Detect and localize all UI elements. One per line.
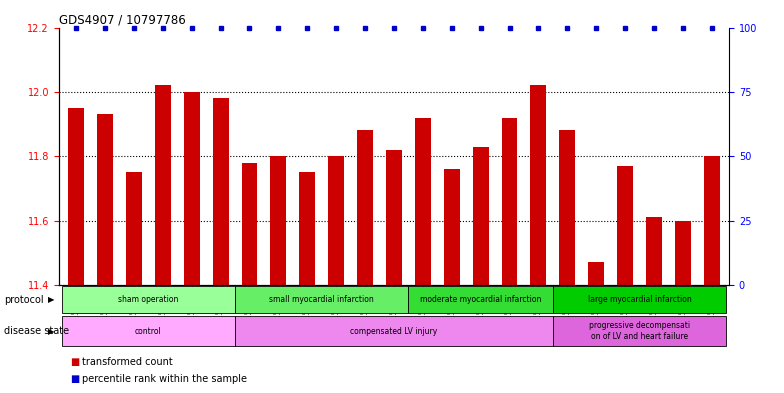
Bar [408, 286, 553, 313]
Text: compensated LV injury: compensated LV injury [350, 327, 437, 336]
Bar [502, 118, 517, 285]
Bar [62, 316, 235, 346]
Bar [473, 147, 488, 285]
Bar [553, 316, 726, 346]
Bar [62, 286, 235, 313]
Bar [126, 172, 142, 285]
Bar [617, 166, 633, 285]
Text: ▶: ▶ [49, 295, 55, 304]
Bar [358, 130, 373, 285]
Bar [235, 316, 553, 346]
Bar [183, 92, 200, 285]
Bar [444, 169, 459, 285]
Text: control: control [135, 327, 162, 336]
Text: moderate myocardial infarction: moderate myocardial infarction [420, 295, 541, 304]
Bar [553, 286, 726, 313]
Bar [646, 217, 662, 285]
Bar [415, 118, 430, 285]
Bar [675, 220, 691, 285]
Bar [386, 150, 402, 285]
Bar [241, 163, 257, 285]
Text: large myocardial infarction: large myocardial infarction [588, 295, 691, 304]
Bar [588, 263, 604, 285]
Text: protocol: protocol [4, 295, 44, 305]
Bar [299, 172, 315, 285]
Text: transformed count: transformed count [82, 356, 173, 367]
Bar [531, 85, 546, 285]
Bar [328, 156, 344, 285]
Bar [212, 98, 229, 285]
Bar [704, 156, 720, 285]
Bar [270, 156, 286, 285]
Text: percentile rank within the sample: percentile rank within the sample [82, 374, 247, 384]
Text: small myocardial infarction: small myocardial infarction [270, 295, 374, 304]
Text: disease state: disease state [4, 326, 69, 336]
Bar [155, 85, 171, 285]
Text: sham operation: sham operation [118, 295, 179, 304]
Text: ▶: ▶ [49, 327, 55, 336]
Text: ■: ■ [71, 374, 80, 384]
Bar [235, 286, 408, 313]
Bar [97, 114, 113, 285]
Text: ■: ■ [71, 356, 80, 367]
Bar [68, 108, 84, 285]
Text: GDS4907 / 10797786: GDS4907 / 10797786 [59, 13, 186, 26]
Text: progressive decompensati
on of LV and heart failure: progressive decompensati on of LV and he… [589, 321, 690, 341]
Bar [559, 130, 575, 285]
